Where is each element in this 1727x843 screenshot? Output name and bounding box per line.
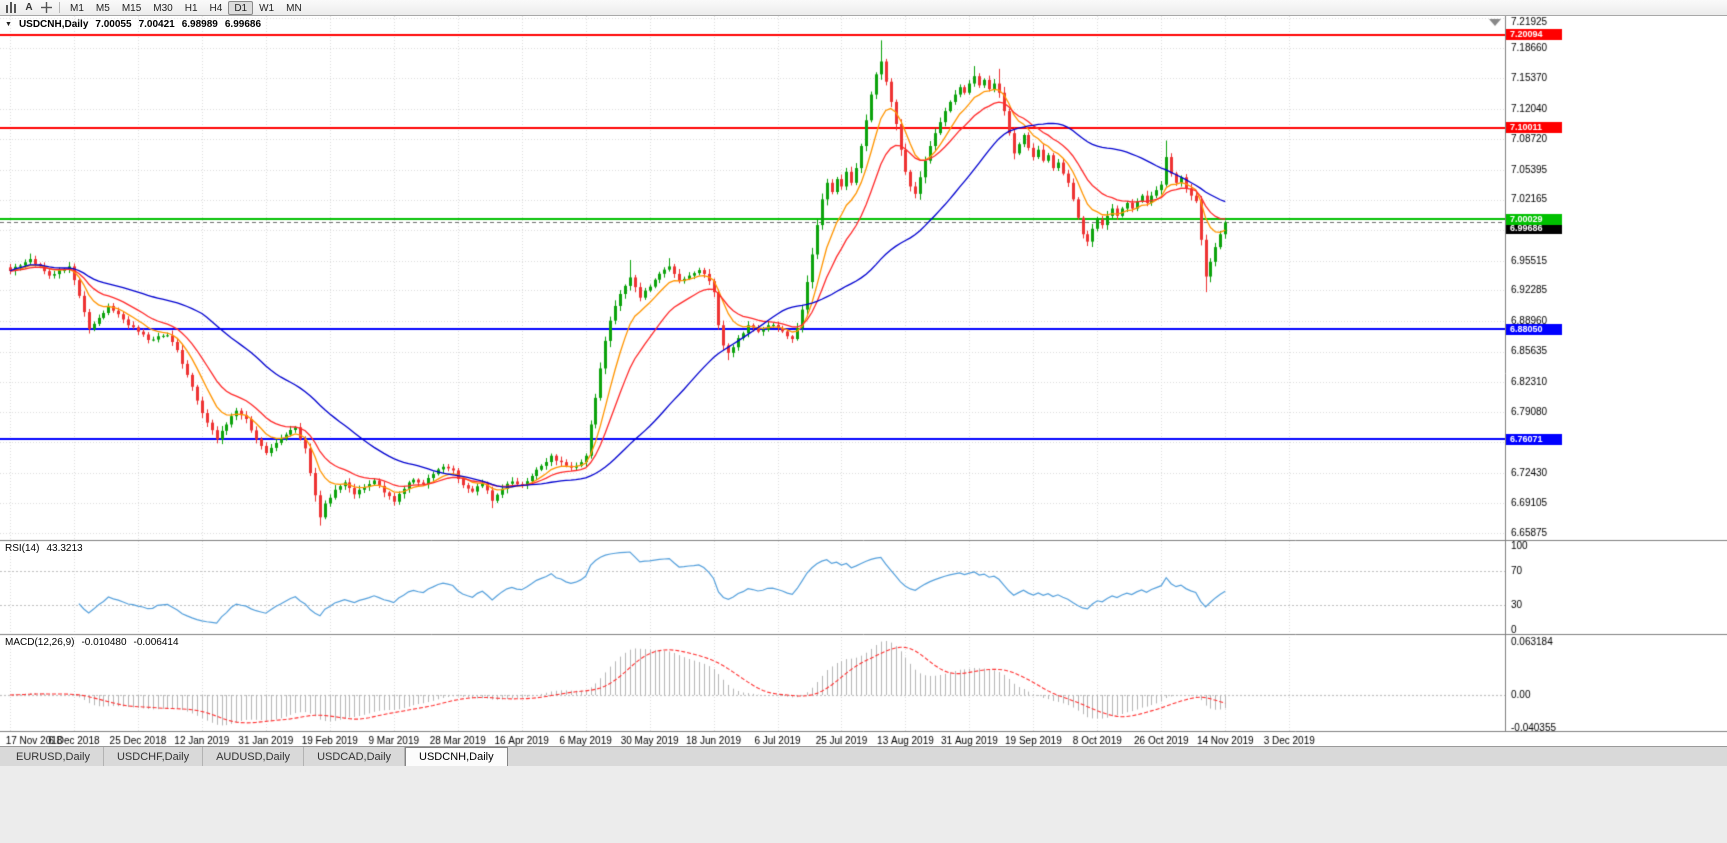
timeframe-w1-button[interactable]: W1 — [259, 2, 275, 14]
toolbar: A M1 M5 M15 M30 H1 H4 D1 W1 MN — [0, 0, 1727, 16]
tab-usdcad[interactable]: USDCAD,Daily — [304, 747, 406, 766]
timeframe-d1-button[interactable]: D1 — [228, 0, 254, 15]
tab-audusd[interactable]: AUDUSD,Daily — [203, 747, 305, 766]
crosshair-icon[interactable] — [37, 1, 55, 15]
timeframe-m1-button[interactable]: M1 — [70, 2, 84, 14]
chart-bars-icon[interactable] — [3, 1, 21, 15]
toolbar-divider — [59, 2, 60, 13]
timeframe-m15-button[interactable]: M15 — [121, 2, 142, 14]
chart-tab-bar: EURUSD,Daily USDCHF,Daily AUDUSD,Daily U… — [0, 746, 1727, 766]
tab-usdchf[interactable]: USDCHF,Daily — [104, 747, 204, 766]
timeframe-m5-button[interactable]: M5 — [95, 2, 110, 14]
chart-canvas[interactable] — [0, 16, 1727, 746]
cursor-icon[interactable]: A — [25, 2, 33, 13]
timeframe-h1-button[interactable]: H1 — [184, 2, 198, 14]
timeframe-mn-button[interactable]: MN — [286, 2, 302, 14]
bottom-filler — [0, 766, 1727, 843]
timeframe-m30-button[interactable]: M30 — [153, 2, 173, 14]
timeframe-h4-button[interactable]: H4 — [209, 2, 223, 14]
tab-eurusd[interactable]: EURUSD,Daily — [3, 747, 104, 766]
tab-usdcnh[interactable]: USDCNH,Daily — [405, 747, 508, 766]
chart-area: ▼ USDCNH,Daily 7.00055 7.00421 6.98989 6… — [0, 16, 1727, 746]
